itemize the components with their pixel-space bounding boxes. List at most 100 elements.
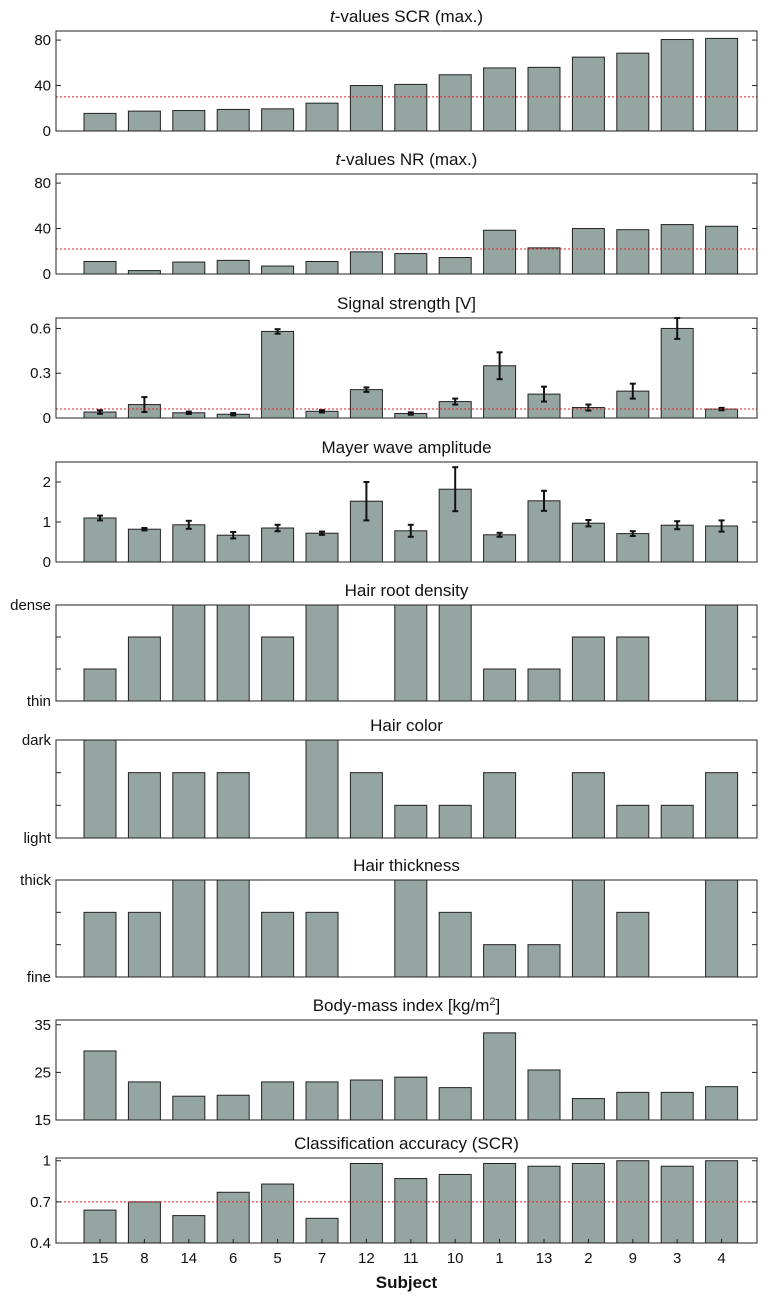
bar-subject-7 bbox=[305, 911, 339, 978]
x-tick-label: 5 bbox=[273, 1250, 281, 1267]
bar-subject-5 bbox=[261, 1081, 295, 1121]
bar-subject-5 bbox=[261, 527, 295, 563]
bar-subject-12 bbox=[349, 772, 383, 839]
bar-subject-7 bbox=[305, 102, 339, 132]
plot-frame bbox=[55, 1157, 758, 1244]
bar-subject-6 bbox=[216, 1094, 250, 1121]
y-tick-label: light bbox=[23, 830, 51, 847]
x-tick-label: 6 bbox=[229, 1250, 237, 1267]
error-bar-subject-7 bbox=[319, 530, 325, 536]
error-bar-subject-14 bbox=[185, 410, 192, 415]
bar-subject-3 bbox=[660, 327, 694, 419]
bar-subject-10 bbox=[438, 1087, 472, 1121]
plot-frame bbox=[55, 1019, 758, 1121]
bar-subject-4 bbox=[705, 604, 739, 702]
y-tick-label: 0 bbox=[43, 266, 51, 283]
bar-subject-3 bbox=[660, 524, 694, 563]
bar-subject-5 bbox=[261, 636, 295, 702]
y-tick-label: 0 bbox=[43, 410, 51, 427]
bar-subject-2 bbox=[571, 772, 605, 839]
bar-subject-6 bbox=[216, 879, 250, 978]
y-tick-label: dense bbox=[10, 597, 51, 614]
bar-subject-2 bbox=[571, 56, 605, 132]
x-tick-label: 14 bbox=[180, 1250, 197, 1267]
y-tick-label: 0 bbox=[43, 554, 51, 571]
bar-subject-15 bbox=[83, 911, 117, 978]
error-bar-subject-15 bbox=[97, 409, 103, 415]
bar-subject-9 bbox=[616, 804, 650, 839]
y-tick-label: dark bbox=[22, 732, 52, 749]
bar-subject-1 bbox=[483, 668, 517, 702]
bar-subject-7 bbox=[305, 1081, 339, 1121]
bar-subject-8 bbox=[127, 270, 161, 275]
panel-3: Signal strength [V] 0 0.3 0.6 bbox=[30, 294, 758, 427]
plot-frame bbox=[55, 739, 758, 839]
bar-subject-14 bbox=[172, 110, 206, 132]
error-bar-subject-4 bbox=[718, 519, 725, 533]
x-tick-label: 9 bbox=[629, 1250, 637, 1267]
y-tick-label: 80 bbox=[34, 32, 51, 49]
error-bar-subject-12 bbox=[363, 481, 370, 522]
bar-subject-6 bbox=[216, 259, 250, 275]
panel-title: Body-mass index [kg/m2] bbox=[313, 996, 501, 1015]
error-bar-subject-1 bbox=[496, 531, 503, 538]
bar-subject-12 bbox=[349, 85, 383, 132]
bar-subject-15 bbox=[83, 739, 117, 839]
panel-title: Mayer wave amplitude bbox=[321, 438, 491, 457]
error-bar-subject-7 bbox=[319, 409, 325, 414]
bar-subject-14 bbox=[172, 1095, 206, 1121]
bar-subject-9 bbox=[616, 911, 650, 978]
panel-title: Signal strength [V] bbox=[337, 294, 476, 313]
bar-subject-1 bbox=[483, 1032, 517, 1121]
panel-2: t-values NR (max.) 0 40 80 bbox=[34, 150, 758, 283]
bar-subject-8 bbox=[127, 911, 161, 978]
bar-subject-1 bbox=[483, 944, 517, 978]
panel-title: t-values NR (max.) bbox=[336, 150, 478, 169]
bar-subject-11 bbox=[394, 1178, 428, 1244]
plot-frame bbox=[55, 30, 758, 132]
x-tick-label: 10 bbox=[447, 1250, 464, 1267]
bar-subject-13 bbox=[527, 66, 561, 132]
bar-subject-14 bbox=[172, 604, 206, 702]
panel-title: Hair color bbox=[370, 716, 443, 735]
bar-subject-2 bbox=[571, 228, 605, 275]
bar-subject-15 bbox=[83, 1209, 117, 1244]
plot-frame bbox=[55, 173, 758, 275]
bar-subject-4 bbox=[705, 37, 739, 132]
y-tick-label: thick bbox=[20, 872, 51, 889]
x-tick-label: 11 bbox=[403, 1250, 419, 1267]
panel-title: t-values SCR (max.) bbox=[330, 7, 483, 26]
bar-subject-7 bbox=[305, 1217, 339, 1244]
bar-subject-3 bbox=[660, 804, 694, 839]
panel-6: Hair color light dark bbox=[22, 716, 758, 847]
bar-subject-6 bbox=[216, 534, 250, 563]
bar-subject-11 bbox=[394, 253, 428, 275]
bar-subject-10 bbox=[438, 804, 472, 839]
y-tick-label: 1 bbox=[43, 514, 51, 531]
error-bar-subject-13 bbox=[541, 489, 547, 512]
y-tick-label: 0.6 bbox=[30, 320, 51, 337]
bar-subject-8 bbox=[127, 772, 161, 839]
bar-subject-1 bbox=[483, 229, 517, 275]
bar-subject-14 bbox=[172, 772, 206, 839]
bar-subject-10 bbox=[438, 604, 472, 702]
bar-subject-15 bbox=[83, 112, 117, 132]
x-tick-label: 2 bbox=[584, 1250, 592, 1267]
error-bar-subject-11 bbox=[407, 411, 414, 416]
error-bar-subject-6 bbox=[230, 412, 237, 417]
x-tick-label: 1 bbox=[495, 1250, 503, 1267]
bar-subject-2 bbox=[571, 522, 605, 563]
bar-subject-8 bbox=[127, 528, 161, 563]
bar-subject-4 bbox=[705, 772, 739, 839]
bar-subject-13 bbox=[527, 944, 561, 978]
error-bar-subject-11 bbox=[407, 523, 414, 538]
bar-subject-7 bbox=[305, 532, 339, 563]
y-tick-label: 0.3 bbox=[30, 365, 51, 382]
y-tick-label: 25 bbox=[34, 1064, 51, 1081]
bar-subject-12 bbox=[349, 389, 383, 419]
y-tick-label: 35 bbox=[34, 1017, 51, 1034]
error-bar-subject-2 bbox=[585, 519, 592, 528]
panel-title: Hair root density bbox=[345, 581, 469, 600]
bar-subject-4 bbox=[705, 879, 739, 978]
bar-subject-11 bbox=[394, 1076, 428, 1121]
